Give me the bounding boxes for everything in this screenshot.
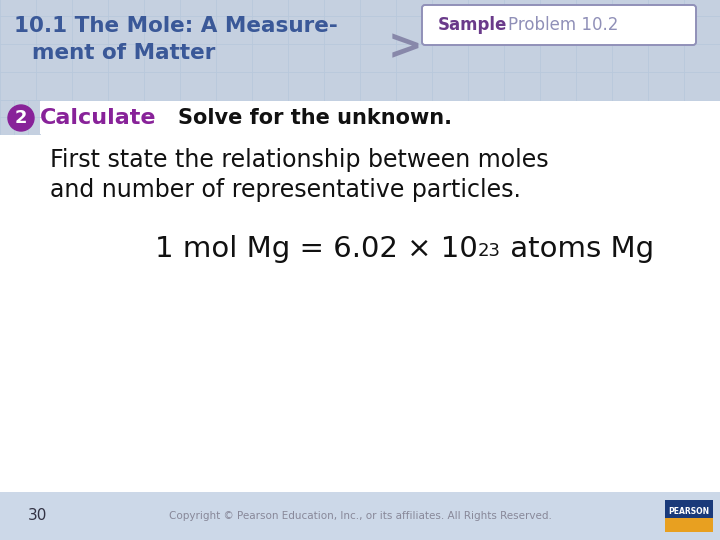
Text: 1 mol Mg = 6.02 × 10: 1 mol Mg = 6.02 × 10: [155, 235, 478, 263]
Text: Calculate: Calculate: [40, 108, 156, 128]
Bar: [0, 0, 720, 100]
Text: 10.1 The Mole: A Measure-: 10.1 The Mole: A Measure-: [14, 16, 338, 36]
Text: Sample: Sample: [438, 16, 508, 34]
Text: Copyright © Pearson Education, Inc., or its affiliates. All Rights Reserved.: Copyright © Pearson Education, Inc., or …: [168, 511, 552, 521]
Text: Solve for the unknown.: Solve for the unknown.: [178, 108, 452, 128]
Text: 2: 2: [14, 109, 27, 127]
Circle shape: [8, 105, 34, 131]
Text: 30: 30: [28, 509, 48, 523]
Bar: [0, 100, 40, 134]
Bar: [665, 500, 713, 532]
Text: and number of representative particles.: and number of representative particles.: [50, 178, 521, 202]
Bar: [0, 492, 720, 540]
Text: First state the relationship between moles: First state the relationship between mol…: [50, 148, 549, 172]
Bar: [665, 518, 713, 532]
Text: 23: 23: [478, 242, 500, 260]
FancyBboxPatch shape: [422, 5, 696, 45]
Text: atoms Mg: atoms Mg: [500, 235, 654, 263]
Text: >: >: [388, 26, 423, 68]
Text: Problem 10.2: Problem 10.2: [508, 16, 618, 34]
Text: ment of Matter: ment of Matter: [32, 43, 215, 63]
Text: PEARSON: PEARSON: [668, 507, 710, 516]
